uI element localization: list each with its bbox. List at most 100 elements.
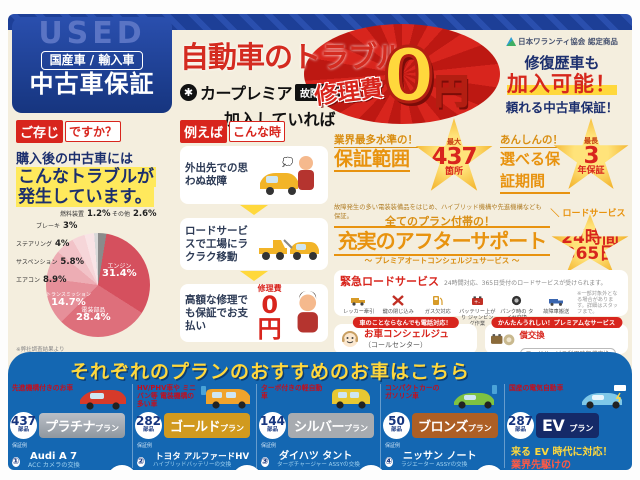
association-logo-icon [506,37,517,46]
know-line2: こんなトラブルが [16,167,156,187]
concierge-title: お車コンシェルジュ [364,328,449,340]
concierge-badge: 車のことならなんでも電話対応！ [352,317,459,328]
brand-badge: 故障保証 [295,83,346,101]
plan-name-pill: EV プラン [536,413,600,438]
gold-van-icon [201,386,250,409]
pie-slice-label: 燃料装置 1.2% [60,209,111,219]
roadservice-item-tow: レッカー牽引 [340,291,378,327]
step3-text: 高額な修理でも保証でお支払い [185,293,248,332]
star-3: 3 [583,143,599,169]
pie-slice-label: エンジン 31.4% [102,263,137,279]
star-365d: 365日 [563,244,617,264]
plan-ev: 国産の電気自動車 287 部品 EV プラン 来る EV 時代に対応！ 業界先駆け… [504,384,632,470]
parts-badge: 437 部品 [10,412,37,439]
tire-icon [512,295,522,306]
for-example-white: こんな時 [229,121,286,142]
ev-line1: 来る EV 時代に対応！ [511,447,613,458]
used-car-warranty-title: 中古車保証 [29,70,155,98]
pie-slice-label: エアコン 8.9% [16,275,67,285]
coverage-title: 保証範囲 [334,148,411,172]
coverage-lead: 業界最多水準の！ [334,134,418,148]
zero-yen-badge: 0円 [232,464,263,470]
star-437: 437 [431,144,477,170]
repaired-cars-line: 修復歴車も [524,54,600,72]
red-burst-background [304,24,500,124]
down-arrow-icon [240,271,268,281]
gear-logo-icon: ✱ [180,83,197,101]
used-warranty-box: USED 国産車 / 輸入車 中古車保証 [12,17,172,113]
roadservice-item-battery: +- バッテリー上がり ジャンピング作業 [459,291,497,327]
roadservice-note: ※一部対象外となる場合があります。詳細はスタッフまで。 [577,291,618,315]
pie-graphic [46,233,150,337]
did-you-know-red: ご存じ [16,120,64,143]
roadservice-item-carry: 故障車搬送 [538,291,576,327]
plan-platinum: 先進機構付きのお車 437 部品 プラチナプラン 保証例 ① Audi A 7 AC… [8,384,138,470]
plans-panel: それぞれのプランのおすすめのお車はこちら 先進機構付きのお車 437 部品 プラチ… [8,352,632,470]
pie-slice-label: ステアリング 4% [16,239,70,249]
header-center: 自動車のトラブル ✱ カープレミア 故障保証 に 加入していれば [180,34,405,130]
star-max-label: 最大 [447,138,461,146]
example-step-3: 高額な修理でも保証でお支払い 修理費 0円 [180,284,328,342]
flyer-canvas: USED 国産車 / 輸入車 中古車保証 自動車のトラブル ✱ カープレミア 故… [8,14,632,470]
happy-customer-icon [297,290,318,333]
period-title: 選べる保証期間 [500,148,570,194]
repair-cost-label: 修理費 [313,75,385,110]
roadservice-title: 緊急ロードサービス [340,275,439,288]
did-you-know-white: ですか？ [65,121,122,142]
used-word: USED [38,16,146,51]
star-437-unit: 箇所 [444,167,463,177]
reliable-warranty-line: 頼れる中古車保証！ [505,100,619,115]
battery-tire-badge: かんたんうれしい！プレミアムなサービス [490,317,623,328]
concierge-sub: （コールセンター） [364,340,427,349]
plan-bronze: コンパクトカーの ガソリン車 50 部品 ブロンズプラン 保証例 ④ ニッサン ノー… [380,384,504,470]
pie-slice-label: 電装部品 28.4% [76,307,111,323]
yen-glyph: 円 [434,71,470,113]
ev-line2: 業界先駆けの [511,460,571,470]
trouble-pie-chart: ※弊社調査結果より その他 2.6% エンジン 31.4% 電装部品 28.4% トラ… [16,209,174,353]
repair-cost-zero: 修理費 0 円 [313,32,494,119]
plan-name-pill: プラチナプラン [39,413,126,438]
plan-silver: ターボ付きの軽自動車 144 部品 シルバープラン 保証例 ③ ダイハツ タント タ… [256,384,387,470]
battery-and-tire-icon [491,334,515,346]
plan-name-pill: シルバープラン [288,413,375,438]
down-arrow-icon [240,205,268,215]
battery-icon: +- [471,296,483,306]
example-section: 例えば こんな時 外出先での思わぬ故障 💭 ロードサービスで工場にラクラク移動 [180,120,328,350]
emergency-roadservice-box: 緊急ロードサービス 24時間対応、365日受付のロードサービスが受けられます。 … [334,270,628,327]
zero-yen-badge: 0円 [474,464,504,470]
example-step-1: 外出先での思わぬ故障 💭 [180,146,328,204]
know-line1: 購入後の中古車には [16,152,134,167]
pie-slice-label: サスペンション 5.8% [16,257,85,267]
breakdown-illustration-icon: 💭 [260,156,314,195]
platinum-car-icon [80,390,126,410]
key-icon [391,295,404,306]
zero-yen-badge: 0円 [356,464,387,470]
domestic-import-pill: 国産車 / 輸入車 [40,51,144,70]
main-title: 自動車のトラブル [180,40,405,74]
battery-tire-card: かんたんうれしい！プレミアムなサービス バッテリー・タイヤ本体無償交換 ロードサ… [485,317,628,359]
star-3-unit: 年保証 [577,166,605,176]
plans-title: それぞれのプランのおすすめのお車はこちら [70,361,471,383]
fuel-pump-icon [433,296,443,305]
pie-slice-label: ブレーキ 3% [36,221,78,231]
period-lead: あんしんの！ [500,134,563,148]
aftersupport-sub: ～ プレミアオートコンシェルジュサービス ～ [364,256,520,265]
know-line3: 発生しています。 [16,187,154,207]
trouble-stats-section: ご存じ ですか？ 購入後の中古車には こんなトラブルが 発生しています。 ※弊社… [16,120,174,353]
mini-repair-label: 修理費 [257,284,282,293]
svg-text:+-: +- [474,300,480,306]
aftersupport-lead: 全てのプラン付帯の！ [385,215,495,228]
zero-yen-badge: 0円 [107,464,138,470]
aftersupport-title: 充実のアフターサポート [334,226,550,256]
plan-name-pill: ブロンズプラン [412,413,498,438]
features-section: 業界最多水準の！ 保証範囲 最大 437 箇所 あんしんの！ 選べる保証期間 最… [334,118,629,359]
mini-zero-yen: 修理費 0円 [251,284,289,342]
plan-gold: HV/PHV車や ミニバン等 電装機構の多い車 282 部品 ゴールドプラン 保証… [132,384,263,470]
for-example-red: 例えば [180,120,228,143]
coverage-caption: 故障発生の多い電装装備品をはじめ、ハイブリッド機構や先進機構なども保証。 [334,204,542,220]
bronze-compact-car-icon [454,385,497,409]
zero-number: 0 [382,32,436,119]
association-label: 日本ワランティ協会 認定商品 [518,37,618,46]
feature-coverage: 業界最多水準の！ 保証範囲 [334,128,418,172]
step1-text: 外出先での思わぬ故障 [185,162,248,187]
